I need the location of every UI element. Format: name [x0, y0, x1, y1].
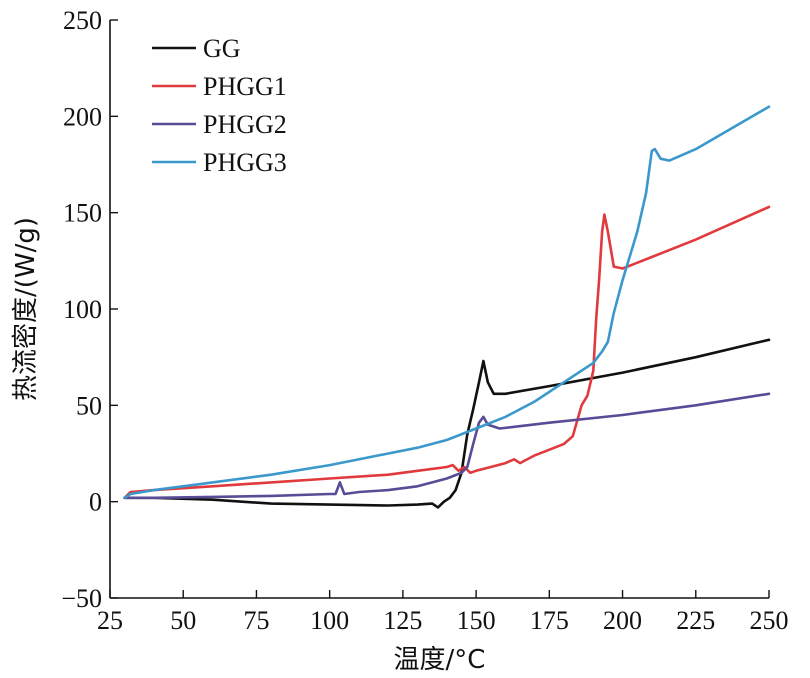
legend-item-phgg1: PHGG1	[152, 72, 287, 101]
x-tick-label: 50	[170, 606, 196, 635]
x-tick-label: 200	[603, 606, 642, 635]
x-tick-label: 25	[97, 606, 123, 635]
legend: GG PHGG1 PHGG2 PHGG3	[152, 34, 287, 177]
legend-label: PHGG1	[203, 72, 287, 101]
series-line-phgg2	[123, 392, 771, 500]
x-tick-label: 250	[750, 606, 789, 635]
x-tick-label: 175	[530, 606, 569, 635]
legend-item-phgg2: PHGG2	[152, 110, 287, 139]
series-line-phgg3	[123, 105, 771, 500]
plot-lines	[123, 105, 771, 509]
x-tick-label: 150	[457, 606, 496, 635]
x-axis-title: 温度/°C	[394, 645, 486, 675]
series-line-gg	[123, 338, 771, 509]
x-tick-label: 225	[676, 606, 715, 635]
legend-label: GG	[203, 34, 241, 63]
legend-label: PHGG3	[203, 148, 287, 177]
y-axis-title: 热流密度/(W/g)	[11, 217, 41, 401]
y-tick-label: 200	[63, 102, 102, 131]
legend-item-gg: GG	[152, 34, 241, 63]
legend-item-phgg3: PHGG3	[152, 148, 287, 177]
x-tick-label: 125	[383, 606, 422, 635]
legend-label: PHGG2	[203, 110, 287, 139]
y-tick-label: −50	[61, 584, 102, 613]
y-tick-label: 150	[63, 199, 102, 228]
y-tick-label: 0	[89, 488, 102, 517]
series-line-phgg1	[123, 205, 771, 500]
y-tick-label: 100	[63, 295, 102, 324]
y-tick-label: 250	[63, 6, 102, 35]
y-tick-label: 50	[76, 391, 102, 420]
x-tick-label: 75	[243, 606, 269, 635]
axes: −50 0 50 100 150 200 250 25 50 75 100 125 150 175 200 2…	[61, 6, 788, 635]
x-tick-label: 100	[310, 606, 349, 635]
